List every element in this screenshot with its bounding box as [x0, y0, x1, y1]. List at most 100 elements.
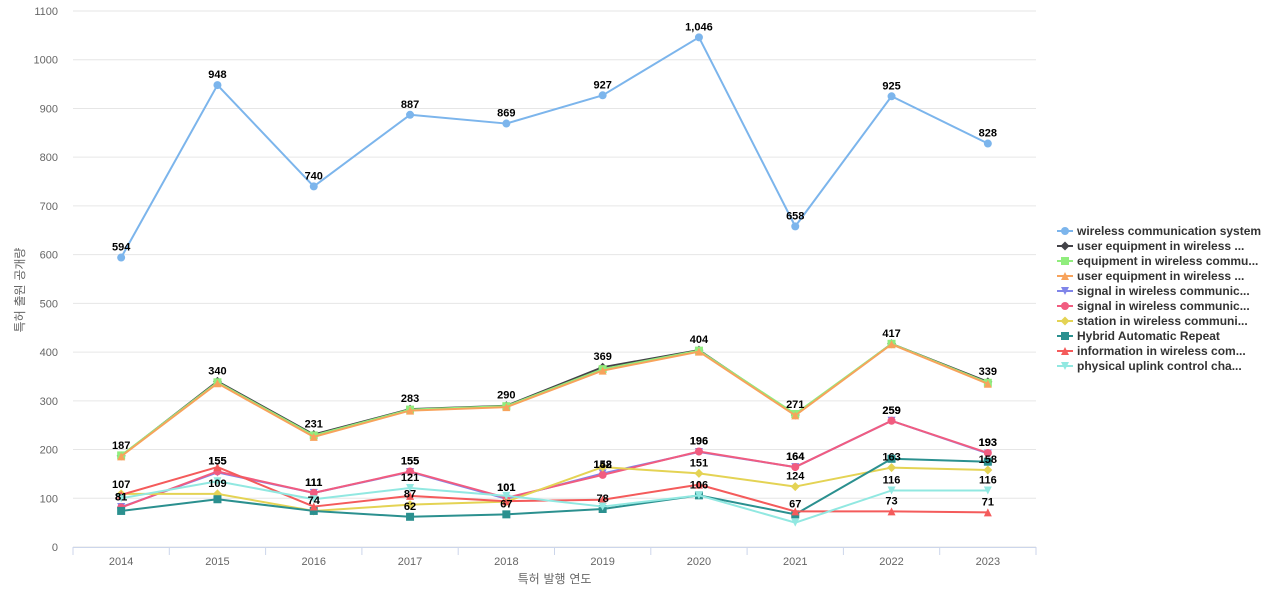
- data-point: [887, 92, 896, 101]
- data-label: 290: [497, 390, 515, 402]
- data-label: 73: [885, 495, 897, 507]
- data-label: 404: [690, 334, 709, 346]
- data-point: [309, 506, 318, 515]
- data-label: 116: [979, 474, 997, 486]
- legend-item-2[interactable]: user equipment in wireless ...: [1057, 239, 1244, 253]
- data-label: 740: [305, 170, 323, 182]
- legend-label: user equipment in wireless ...: [1077, 269, 1244, 283]
- data-point: [791, 222, 800, 231]
- legend-item-9[interactable]: information in wireless com...: [1057, 344, 1246, 358]
- data-label: 81: [115, 492, 127, 504]
- legend-item-3[interactable]: equipment in wireless commu...: [1057, 254, 1258, 268]
- legend-label: wireless communication system: [1076, 224, 1261, 238]
- y-tick-label: 0: [52, 542, 58, 554]
- x-tick-label: 2023: [976, 556, 1000, 568]
- data-point: [405, 500, 415, 510]
- data-point: [887, 507, 896, 516]
- data-point: [309, 432, 318, 441]
- data-label: 111: [305, 477, 322, 489]
- data-point: [309, 502, 318, 511]
- data-point: [694, 347, 703, 356]
- legend-label: signal in wireless communic...: [1077, 299, 1250, 313]
- data-label: 231: [305, 418, 323, 430]
- y-tick-label: 100: [40, 493, 58, 505]
- data-point: [213, 495, 222, 504]
- data-point: [309, 495, 318, 504]
- y-axis-title: 특허 출원 공개량: [13, 248, 27, 333]
- y-tick-label: 700: [40, 201, 58, 213]
- legend-item-10[interactable]: physical uplink control cha...: [1057, 359, 1242, 373]
- data-point: [598, 495, 607, 504]
- data-point: [309, 488, 318, 497]
- data-label: 193: [979, 437, 997, 449]
- legend-marker: [1061, 332, 1069, 340]
- series-line: [120, 419, 989, 509]
- data-label: 155: [401, 455, 419, 467]
- data-label: 148: [593, 459, 611, 471]
- data-point: [790, 482, 800, 492]
- data-point: [309, 182, 318, 191]
- data-label: 101: [497, 482, 515, 494]
- series-line: [120, 36, 989, 259]
- data-label: 417: [882, 328, 900, 340]
- y-tick-label: 600: [40, 250, 58, 262]
- series-1: [117, 33, 992, 262]
- data-point: [694, 468, 704, 478]
- data-point: [213, 477, 222, 486]
- data-point: [887, 454, 896, 463]
- data-label: 124: [786, 471, 805, 483]
- data-label: 164: [786, 451, 805, 463]
- y-tick-label: 1000: [34, 55, 58, 67]
- data-label: 948: [208, 69, 226, 81]
- data-point: [598, 462, 608, 472]
- data-point: [887, 340, 896, 349]
- series-line: [120, 419, 989, 509]
- data-label: 111: [305, 477, 322, 489]
- data-label: 658: [786, 210, 804, 222]
- data-label: 101: [497, 482, 515, 494]
- data-label: 121: [401, 472, 419, 484]
- data-point: [406, 467, 415, 476]
- series-line: [120, 466, 989, 512]
- data-label: 271: [786, 399, 804, 411]
- legend-item-1[interactable]: wireless communication system: [1057, 224, 1261, 238]
- data-point: [406, 512, 415, 521]
- data-point: [694, 33, 703, 42]
- legend-item-4[interactable]: user equipment in wireless ...: [1057, 269, 1244, 283]
- x-tick-label: 2022: [879, 556, 903, 568]
- y-tick-label: 900: [40, 103, 58, 115]
- data-label: 193: [979, 437, 997, 449]
- data-label: 71: [982, 496, 994, 508]
- data-label: 196: [690, 435, 708, 447]
- data-label: 152: [593, 459, 611, 471]
- legend-marker: [1061, 287, 1069, 295]
- legend-item-5[interactable]: signal in wireless communic...: [1057, 284, 1250, 298]
- series-4: [117, 340, 992, 461]
- legend-marker: [1061, 302, 1069, 310]
- series-6: [117, 416, 992, 512]
- legend-item-6[interactable]: signal in wireless communic...: [1057, 299, 1250, 313]
- data-label: 155: [401, 455, 419, 467]
- data-point: [598, 470, 607, 479]
- data-point: [983, 457, 992, 466]
- data-point: [983, 465, 993, 475]
- legend-item-7[interactable]: station in wireless communi...: [1057, 314, 1248, 328]
- legend-item-8[interactable]: Hybrid Automatic Repeat: [1057, 329, 1220, 343]
- series-line: [120, 457, 989, 518]
- y-tick-label: 300: [40, 396, 58, 408]
- data-point: [213, 81, 222, 90]
- x-tick-label: 2017: [398, 556, 422, 568]
- data-label: 87: [404, 489, 416, 501]
- data-label: 109: [208, 478, 226, 490]
- legend-label: information in wireless com...: [1077, 344, 1246, 358]
- series-line: [120, 480, 989, 524]
- data-point: [406, 110, 415, 119]
- grid-layer: [73, 10, 1036, 548]
- legend-label: equipment in wireless commu...: [1077, 254, 1258, 268]
- data-point: [694, 480, 703, 489]
- data-point: [117, 253, 126, 262]
- data-label: 164: [786, 451, 805, 463]
- data-label: 158: [979, 454, 997, 466]
- legend-marker: [1061, 227, 1069, 235]
